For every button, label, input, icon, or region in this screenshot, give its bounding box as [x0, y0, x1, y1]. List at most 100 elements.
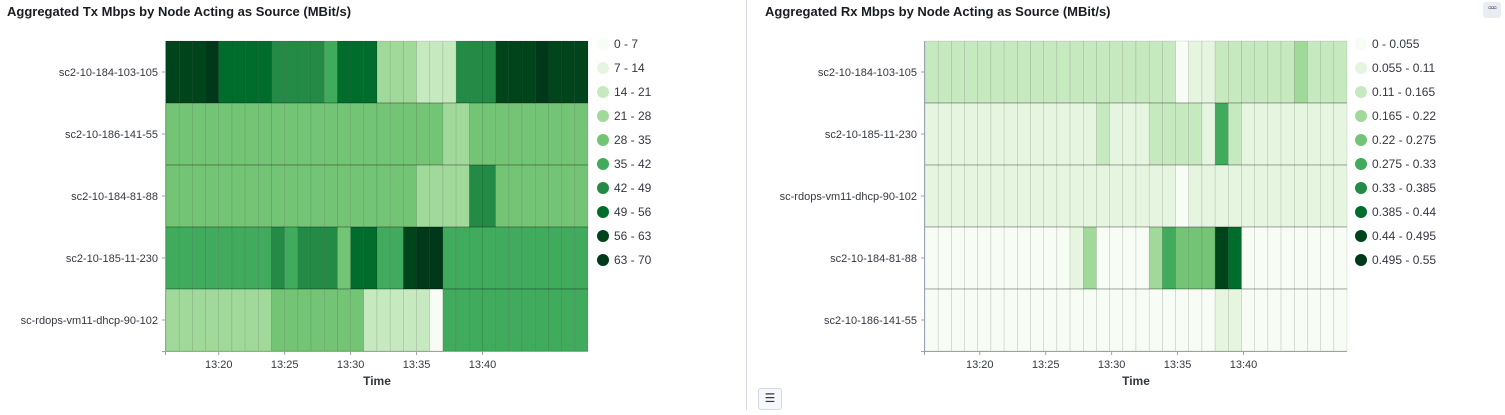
heatmap-cell[interactable] [205, 40, 219, 104]
heatmap-cell[interactable] [1228, 164, 1242, 228]
heatmap-cell[interactable] [178, 164, 193, 228]
legend-label[interactable]: 0.275 - 0.33 [1372, 157, 1436, 171]
heatmap-cell[interactable] [574, 288, 589, 352]
heatmap-cell[interactable] [271, 288, 285, 352]
heatmap-cell[interactable] [455, 288, 470, 352]
legend-label[interactable]: 35 - 42 [614, 157, 652, 171]
heatmap-cell[interactable] [1201, 164, 1216, 228]
heatmap-cell[interactable] [535, 102, 549, 166]
heatmap-cell[interactable] [416, 164, 430, 228]
heatmap-cell[interactable] [442, 102, 457, 166]
heatmap-cell[interactable] [403, 40, 417, 104]
heatmap-cell[interactable] [389, 102, 404, 166]
heatmap-cell[interactable] [977, 288, 992, 352]
heatmap-cell[interactable] [482, 40, 496, 104]
legend-swatch[interactable] [1355, 158, 1367, 170]
heatmap-cell[interactable] [310, 102, 325, 166]
heatmap-cell[interactable] [964, 288, 978, 352]
legend-label[interactable]: 0.11 - 0.165 [1372, 85, 1435, 99]
heatmap-cell[interactable] [258, 102, 272, 166]
heatmap-cell[interactable] [924, 40, 939, 104]
heatmap-cell[interactable] [469, 288, 483, 352]
heatmap-cell[interactable] [1333, 102, 1348, 166]
heatmap-cell[interactable] [1241, 226, 1255, 290]
heatmap-cell[interactable] [350, 40, 365, 104]
heatmap-cell[interactable] [1254, 164, 1269, 228]
heatmap-cell[interactable] [376, 288, 391, 352]
heatmap-cell[interactable] [977, 40, 992, 104]
legend-label[interactable]: 21 - 28 [614, 109, 652, 123]
legend-swatch[interactable] [597, 110, 609, 122]
heatmap-cell[interactable] [284, 40, 299, 104]
heatmap-cell[interactable] [561, 164, 576, 228]
heatmap-cell[interactable] [324, 226, 338, 290]
heatmap-cell[interactable] [1162, 40, 1176, 104]
heatmap-cell[interactable] [429, 102, 444, 166]
heatmap-cell[interactable] [1148, 102, 1163, 166]
heatmap-cell[interactable] [442, 164, 457, 228]
heatmap-cell[interactable] [990, 226, 1005, 290]
heatmap-cell[interactable] [442, 226, 457, 290]
heatmap-cell[interactable] [363, 102, 378, 166]
heatmap-cell[interactable] [1056, 40, 1071, 104]
heatmap-cell[interactable] [951, 102, 965, 166]
heatmap-cell[interactable] [1056, 288, 1071, 352]
heatmap-cell[interactable] [1030, 40, 1044, 104]
legend-swatch[interactable] [597, 158, 609, 170]
heatmap-cell[interactable] [1267, 102, 1282, 166]
heatmap-cell[interactable] [244, 40, 259, 104]
heatmap-cell[interactable] [1109, 164, 1124, 228]
heatmap-cell[interactable] [389, 40, 404, 104]
heatmap-cell[interactable] [1003, 102, 1018, 166]
heatmap-cell[interactable] [1003, 164, 1018, 228]
heatmap-cell[interactable] [231, 102, 246, 166]
heatmap-cell[interactable] [324, 40, 338, 104]
heatmap-cell[interactable] [1162, 288, 1176, 352]
legend-label[interactable]: 0.385 - 0.44 [1372, 205, 1436, 219]
heatmap-cell[interactable] [1162, 164, 1176, 228]
heatmap-cell[interactable] [271, 40, 285, 104]
heatmap-cell[interactable] [561, 226, 576, 290]
heatmap-cell[interactable] [1122, 102, 1137, 166]
heatmap-cell[interactable] [1030, 102, 1044, 166]
heatmap-cell[interactable] [1135, 164, 1150, 228]
more-horizontal-icon[interactable]: ▫▫▫ [1483, 2, 1501, 18]
heatmap-cell[interactable] [1017, 102, 1031, 166]
heatmap-cell[interactable] [495, 164, 510, 228]
heatmap-cell[interactable] [548, 164, 562, 228]
heatmap-cell[interactable] [495, 40, 510, 104]
heatmap-cell[interactable] [258, 288, 272, 352]
heatmap-cell[interactable] [535, 164, 549, 228]
heatmap-cell[interactable] [1228, 40, 1242, 104]
heatmap-cell[interactable] [1320, 102, 1335, 166]
heatmap-cell[interactable] [429, 226, 444, 290]
heatmap-cell[interactable] [508, 40, 523, 104]
heatmap-cell[interactable] [1083, 40, 1097, 104]
heatmap-cell[interactable] [1294, 288, 1308, 352]
heatmap-cell[interactable] [1333, 40, 1348, 104]
heatmap-cell[interactable] [389, 226, 404, 290]
heatmap-cell[interactable] [951, 288, 965, 352]
heatmap-cell[interactable] [1214, 40, 1229, 104]
heatmap-cell[interactable] [192, 226, 206, 290]
heatmap-cell[interactable] [469, 40, 483, 104]
legend-swatch[interactable] [597, 38, 609, 50]
legend-label[interactable]: 56 - 63 [614, 229, 652, 243]
heatmap-cell[interactable] [363, 226, 378, 290]
heatmap-cell[interactable] [1083, 288, 1097, 352]
heatmap-cell[interactable] [218, 226, 233, 290]
legend-label[interactable]: 0 - 0.055 [1372, 37, 1420, 51]
heatmap-cell[interactable] [937, 288, 952, 352]
legend-label[interactable]: 0.165 - 0.22 [1372, 109, 1436, 123]
heatmap-cell[interactable] [469, 226, 483, 290]
heatmap-cell[interactable] [1333, 164, 1348, 228]
heatmap-cell[interactable] [1241, 102, 1255, 166]
heatmap-cell[interactable] [310, 226, 325, 290]
heatmap-cell[interactable] [1228, 226, 1242, 290]
legend-label[interactable]: 63 - 70 [614, 253, 652, 267]
legend-label[interactable]: 49 - 56 [614, 205, 652, 219]
heatmap-cell[interactable] [1333, 288, 1348, 352]
heatmap-cell[interactable] [1096, 164, 1110, 228]
heatmap-cell[interactable] [561, 40, 576, 104]
heatmap-cell[interactable] [244, 164, 259, 228]
